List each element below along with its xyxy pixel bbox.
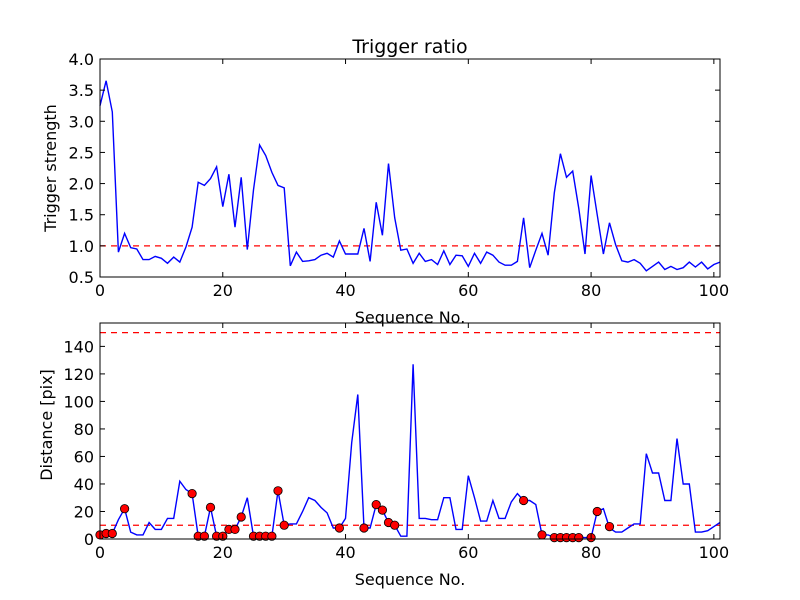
bottom-marker-point — [592, 506, 602, 517]
bottom-marker-point — [359, 523, 369, 533]
top-x-tick-label: 100 — [699, 281, 730, 300]
top-y-tick-label: 3.5 — [69, 81, 94, 100]
bottom-x-tick-label: 80 — [581, 543, 601, 562]
bottom-y-tick-label: 20 — [74, 502, 94, 521]
top-x-tick-label: 40 — [335, 281, 355, 300]
bottom-x-axis-label: Sequence No. — [355, 570, 466, 589]
bottom-marker-point — [187, 488, 197, 499]
bottom-marker-point — [107, 528, 117, 539]
bottom-marker-point — [267, 531, 277, 541]
bottom-x-tick-label: 40 — [335, 543, 355, 562]
bottom-chart: 0 20 40 60 80 100 0 20 40 60 80 100 120 140 Sequence … — [37, 322, 730, 589]
bottom-marker-point — [537, 530, 547, 540]
bottom-y-tick-label: 140 — [63, 337, 94, 356]
bottom-marker-point — [230, 524, 240, 535]
top-x-tick-label: 80 — [581, 281, 601, 300]
top-y-tick-label: 3.0 — [69, 112, 94, 131]
bottom-axes-frame — [99, 322, 721, 540]
bottom-marker-point — [334, 523, 344, 533]
bottom-marker-point — [120, 504, 130, 514]
bottom-x-tick-label: 100 — [699, 543, 730, 562]
top-x-tick-label: 0 — [95, 281, 105, 300]
top-y-tick-label: 1.0 — [69, 237, 94, 256]
bottom-marker-point — [236, 512, 246, 522]
bottom-marker-point — [279, 520, 289, 530]
bottom-x-tick-label: 60 — [458, 543, 478, 562]
bottom-x-tick-label: 0 — [95, 543, 105, 562]
top-y-tick-label: 4.0 — [69, 50, 94, 69]
bottom-marker-point — [273, 486, 283, 496]
bottom-y-tick-label: 40 — [74, 475, 94, 494]
top-chart-title: Trigger ratio — [351, 36, 467, 58]
bottom-marker-point — [371, 499, 381, 510]
bottom-marker-point — [574, 532, 584, 543]
top-y-tick-label: 1.5 — [69, 206, 94, 225]
top-x-tick-label: 60 — [458, 281, 478, 300]
top-x-tick-label: 20 — [213, 281, 233, 300]
bottom-x-tick-label: 20 — [213, 543, 233, 562]
top-axes-frame — [99, 58, 721, 278]
bottom-y-tick-label: 120 — [63, 365, 94, 384]
top-x-axis-label: Sequence No. — [355, 308, 466, 327]
bottom-y-axis-label: Distance [pix] — [37, 369, 56, 481]
top-y-tick-label: 2.5 — [69, 143, 94, 162]
bottom-marker-point — [377, 505, 387, 515]
bottom-marker-point — [518, 495, 529, 506]
bottom-marker-point — [205, 502, 216, 512]
bottom-y-tick-label: 100 — [63, 392, 94, 411]
bottom-y-tick-label: 0 — [84, 530, 94, 549]
bottom-marker-point — [390, 520, 400, 530]
bottom-y-tick-label: 60 — [74, 447, 94, 466]
top-y-tick-label: 0.5 — [69, 268, 94, 287]
top-y-tick-label: 2.0 — [69, 175, 94, 194]
bottom-marker-point — [604, 521, 615, 532]
top-y-axis-label: Trigger strength — [41, 104, 60, 233]
bottom-marker-point — [199, 531, 209, 541]
top-chart: Trigger ratio 0 20 40 60 80 100 0.5 1.0 1.5 2.0 2.… — [41, 36, 729, 327]
top-series-line — [99, 80, 721, 272]
bottom-y-tick-label: 80 — [74, 420, 94, 439]
